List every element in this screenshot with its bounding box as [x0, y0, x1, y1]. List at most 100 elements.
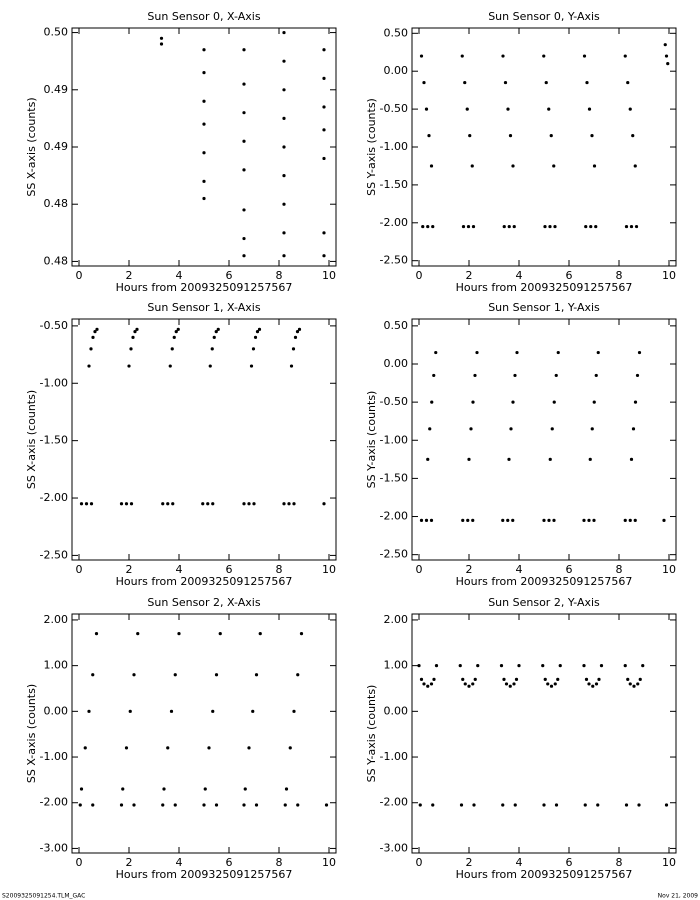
data-point	[550, 427, 554, 431]
data-point	[628, 682, 632, 686]
data-point	[161, 803, 165, 807]
data-point	[508, 684, 512, 688]
data-point	[296, 803, 300, 807]
data-point	[426, 684, 430, 688]
chart-title: Sun Sensor 2, Y-Axis	[488, 596, 600, 609]
data-point	[254, 673, 259, 677]
data-point	[549, 134, 553, 138]
data-point	[431, 803, 435, 807]
x-tick-label: 8	[276, 563, 283, 576]
x-tick-label: 0	[76, 563, 83, 576]
data-point	[664, 54, 669, 58]
data-point	[461, 677, 465, 681]
data-point	[553, 682, 557, 686]
data-point	[592, 400, 596, 404]
data-point	[543, 224, 547, 229]
data-point	[255, 330, 260, 334]
plot-frame	[411, 318, 677, 561]
data-point	[554, 373, 558, 378]
data-point	[512, 682, 516, 686]
data-point	[166, 746, 170, 750]
y-tick-label: 0.50	[44, 26, 69, 39]
data-point	[247, 746, 251, 750]
data-point	[473, 373, 477, 378]
data-point	[463, 682, 467, 686]
data-point	[83, 746, 87, 750]
data-point	[124, 746, 129, 750]
data-point	[501, 54, 505, 58]
data-point	[418, 803, 422, 807]
x-tick-label: 2	[126, 269, 133, 282]
y-tick-label: -0.50	[40, 319, 68, 332]
data-point	[202, 803, 206, 807]
x-tick-label: 4	[516, 269, 523, 282]
data-point	[417, 664, 421, 668]
data-point	[458, 664, 462, 668]
data-point	[282, 30, 286, 35]
data-point	[476, 664, 480, 668]
data-point	[129, 347, 133, 351]
data-point	[631, 134, 635, 138]
data-point	[552, 518, 556, 522]
y-tick-label: -2.00	[380, 796, 408, 809]
data-point	[514, 677, 519, 681]
data-point	[211, 502, 215, 506]
data-point	[472, 803, 476, 807]
x-tick-label: 8	[616, 269, 623, 282]
y-tick-label: 0.00	[384, 357, 409, 370]
data-point	[506, 107, 510, 111]
data-point	[170, 347, 174, 351]
data-point	[162, 787, 166, 791]
data-point	[91, 335, 95, 339]
data-point	[214, 673, 219, 677]
data-point	[202, 179, 206, 183]
data-point	[422, 80, 426, 85]
data-point	[513, 373, 517, 378]
data-point	[512, 224, 516, 229]
data-point	[419, 54, 424, 58]
chart-title: Sun Sensor 2, X-Axis	[147, 596, 260, 609]
data-point	[171, 502, 175, 506]
data-point	[242, 168, 246, 172]
data-point	[214, 803, 219, 807]
data-point	[589, 224, 593, 229]
x-tick-label: 6	[566, 269, 573, 282]
data-point	[584, 677, 589, 681]
x-axis-label: Hours from 2009325091257567	[456, 868, 633, 881]
y-tick-label: -2.00	[380, 510, 408, 523]
data-point	[202, 48, 206, 52]
data-point	[508, 134, 513, 138]
data-point	[552, 164, 556, 168]
data-point	[633, 164, 637, 168]
data-point	[322, 502, 326, 506]
data-point	[95, 327, 99, 331]
data-point	[461, 518, 465, 522]
data-point	[136, 632, 140, 636]
data-point	[475, 350, 479, 355]
y-tick-label: 2.00	[384, 613, 409, 626]
data-point	[168, 364, 172, 368]
data-point	[542, 803, 546, 807]
data-point	[509, 427, 513, 431]
data-point	[297, 327, 302, 331]
data-point	[511, 164, 515, 168]
data-point	[432, 373, 436, 378]
data-point	[592, 164, 597, 168]
x-tick-label: 4	[516, 563, 523, 576]
data-point	[663, 43, 667, 47]
data-point	[507, 224, 511, 229]
data-point	[466, 518, 470, 522]
data-point	[84, 502, 89, 506]
data-point	[253, 335, 258, 339]
data-point	[324, 803, 329, 807]
data-point	[282, 231, 286, 235]
data-point	[176, 327, 180, 331]
data-point	[322, 105, 326, 109]
data-point	[161, 502, 165, 506]
data-point	[424, 518, 429, 522]
data-point	[287, 502, 291, 506]
data-point	[594, 373, 598, 378]
data-point	[629, 224, 634, 229]
data-point	[91, 673, 95, 677]
data-point	[135, 327, 139, 331]
